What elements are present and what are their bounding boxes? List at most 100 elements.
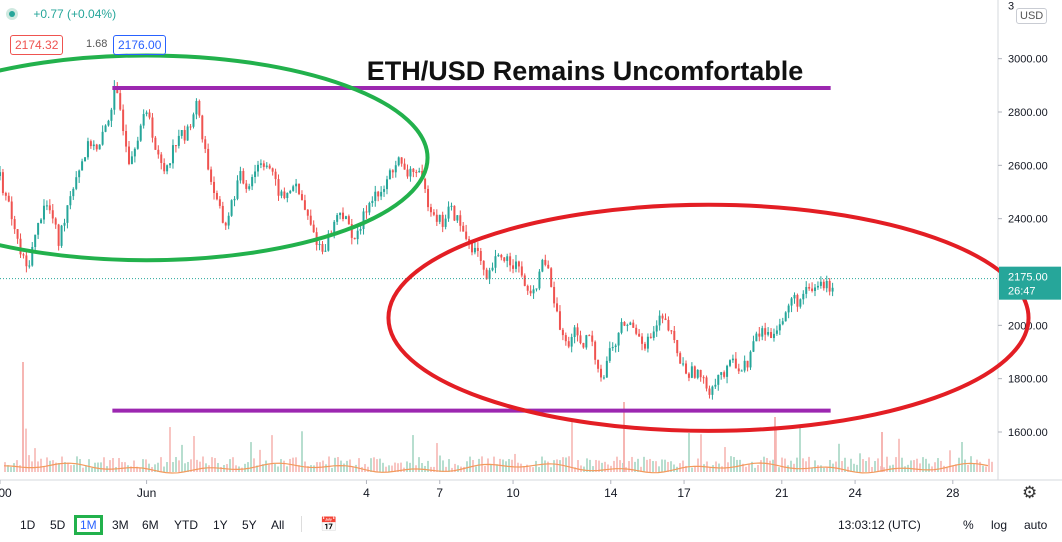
candle-body — [726, 365, 729, 377]
timeframe-all[interactable]: All — [271, 518, 285, 532]
volume-bar — [184, 463, 186, 472]
volume-bar — [310, 465, 312, 472]
volume-bar — [364, 464, 366, 472]
volume-bar — [244, 463, 246, 472]
candle-body — [201, 115, 204, 140]
volume-bar — [562, 457, 564, 472]
timeframe-1y[interactable]: 1Y — [213, 518, 228, 532]
candle-body — [344, 216, 347, 220]
candle-body — [110, 109, 113, 121]
volume-bar — [79, 459, 81, 472]
volume-bar — [511, 459, 513, 472]
volume-bar — [757, 465, 759, 472]
sell-price-button[interactable]: 2174.32 — [10, 35, 64, 55]
timeframe-ytd[interactable]: YTD — [174, 518, 198, 532]
volume-bar — [664, 459, 666, 472]
timeframe-5d[interactable]: 5D — [50, 518, 66, 532]
candle-body — [265, 165, 268, 167]
volume-bar — [565, 457, 567, 472]
candle-body — [690, 366, 693, 378]
volume-bar — [331, 467, 333, 472]
volume-bar — [823, 467, 825, 472]
volume-bar — [190, 459, 192, 472]
x-tick-label: 4 — [363, 486, 370, 500]
volume-bar — [634, 461, 636, 472]
candle-body — [0, 172, 1, 176]
volume-bar — [841, 461, 843, 472]
timeframe-5y[interactable]: 5Y — [242, 518, 257, 532]
volume-bar — [130, 466, 132, 472]
candle-body — [427, 188, 430, 208]
volume-spike — [623, 402, 625, 472]
timeframe-1m[interactable]: 1M — [74, 515, 103, 535]
volume-bar — [874, 461, 876, 472]
candle-body — [462, 225, 465, 232]
candle-body — [441, 214, 444, 227]
volume-bar — [358, 458, 360, 472]
calendar-range-icon[interactable]: 📅 — [320, 516, 338, 532]
volume-bar — [475, 466, 477, 472]
candle-body — [567, 341, 570, 347]
volume-bar — [937, 458, 939, 472]
gear-icon[interactable]: ⚙ — [1022, 483, 1038, 502]
timeframe-1d[interactable]: 1D — [20, 518, 36, 532]
volume-bar — [631, 456, 633, 472]
auto-scale-toggle[interactable]: auto — [1024, 518, 1048, 532]
volume-bar — [700, 434, 702, 472]
volume-bar — [574, 467, 576, 472]
volume-bar — [673, 464, 675, 472]
candle-body — [772, 333, 775, 339]
currency-badge[interactable]: USD — [1016, 8, 1048, 24]
volume-bar — [703, 464, 705, 472]
volume-bar — [19, 465, 21, 472]
volume-bar — [211, 457, 213, 472]
volume-bar — [409, 462, 411, 472]
candle-body — [84, 157, 87, 162]
candle-body — [78, 170, 81, 178]
volume-bar — [250, 442, 252, 472]
candle-body — [227, 215, 230, 226]
volume-bar — [829, 459, 831, 472]
candle-body — [438, 214, 441, 222]
volume-bar — [520, 463, 522, 472]
volume-bar — [838, 443, 840, 472]
volume-bar — [469, 456, 471, 472]
candle-body — [473, 247, 476, 253]
candle-body — [259, 163, 262, 165]
volume-bar — [268, 464, 270, 472]
buy-price-button[interactable]: 2176.00 — [113, 35, 167, 55]
candle-body — [13, 219, 16, 230]
volume-bar — [976, 459, 978, 472]
candle-body — [532, 289, 535, 294]
volume-bar — [691, 467, 693, 472]
candle-body — [664, 318, 667, 320]
candle-body — [705, 377, 708, 389]
volume-bar — [73, 464, 75, 472]
candle-body — [133, 148, 136, 157]
candle-body — [336, 215, 339, 222]
timeframe-6m[interactable]: 6M — [142, 518, 159, 532]
candle-body — [731, 358, 734, 361]
candle-body — [333, 221, 336, 236]
percent-scale-toggle[interactable]: % — [963, 518, 974, 532]
volume-bar — [571, 421, 573, 472]
candle-body — [362, 211, 365, 230]
timeframe-3m[interactable]: 3M — [112, 518, 129, 532]
candle-body — [673, 330, 676, 340]
volume-bar — [724, 447, 726, 472]
candle-body — [22, 254, 25, 256]
volume-bar — [730, 456, 732, 472]
volume-bar — [808, 456, 810, 472]
volume-bar — [694, 465, 696, 472]
volume-bar — [406, 461, 408, 472]
volume-bar — [754, 467, 756, 472]
log-scale-toggle[interactable]: log — [991, 518, 1008, 532]
candle-body — [761, 328, 764, 337]
candle-body — [16, 229, 19, 239]
candle-body — [292, 186, 295, 191]
y-tick-label-top: 3 — [1008, 0, 1014, 12]
candle-body — [125, 131, 128, 147]
x-tick-label: 28 — [946, 486, 960, 500]
